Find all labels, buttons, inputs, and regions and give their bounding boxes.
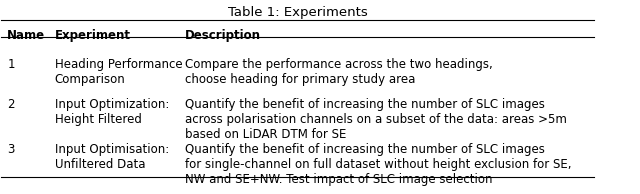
Text: Experiment: Experiment	[55, 29, 131, 42]
Text: Quantify the benefit of increasing the number of SLC images
across polarisation : Quantify the benefit of increasing the n…	[185, 98, 567, 141]
Text: 3: 3	[7, 143, 15, 156]
Text: Compare the performance across the two headings,
choose heading for primary stud: Compare the performance across the two h…	[185, 58, 493, 86]
Text: Name: Name	[7, 29, 45, 42]
Text: Table 1: Experiments: Table 1: Experiments	[228, 6, 368, 19]
Text: 2: 2	[7, 98, 15, 111]
Text: Input Optimisation:
Unfiltered Data: Input Optimisation: Unfiltered Data	[55, 143, 169, 171]
Text: Heading Performance
Comparison: Heading Performance Comparison	[55, 58, 182, 86]
Text: Input Optimization:
Height Filtered: Input Optimization: Height Filtered	[55, 98, 169, 126]
Text: Description: Description	[185, 29, 261, 42]
Text: Quantify the benefit of increasing the number of SLC images
for single-channel o: Quantify the benefit of increasing the n…	[185, 143, 572, 186]
Text: 1: 1	[7, 58, 15, 71]
